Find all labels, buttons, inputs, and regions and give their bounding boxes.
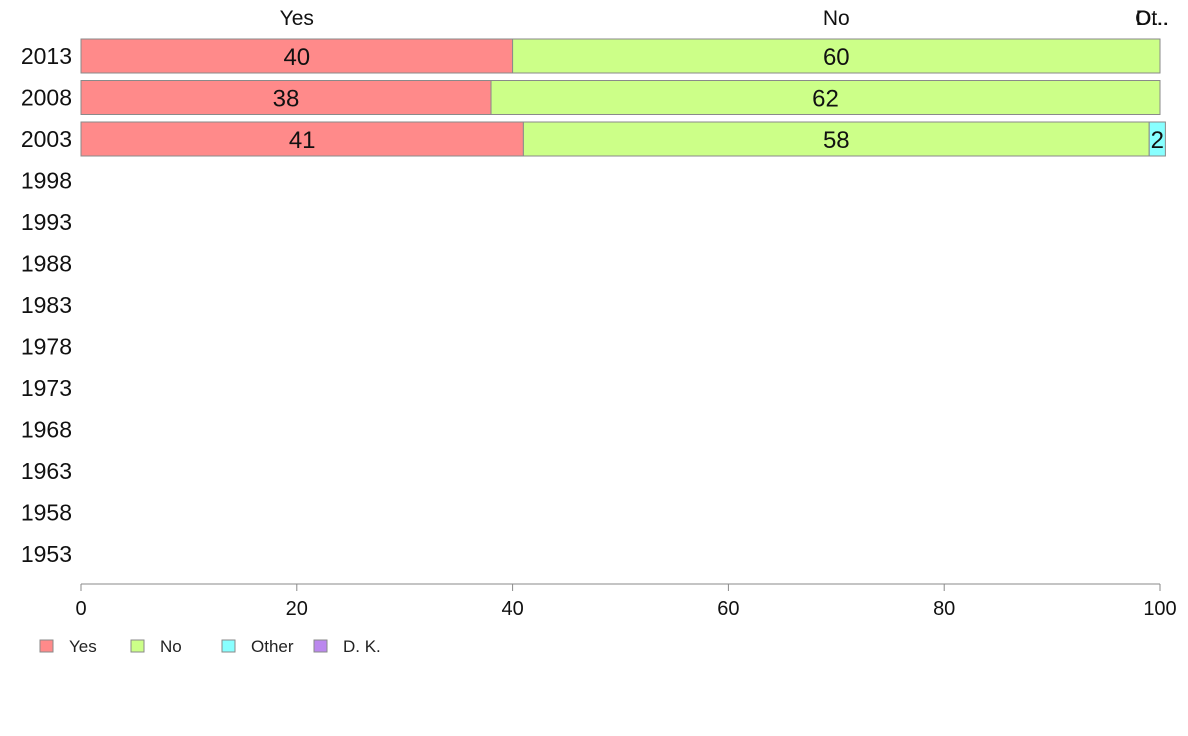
bar-value-label: 41 bbox=[289, 127, 316, 154]
legend-swatch-yes bbox=[39, 639, 54, 653]
category-label-1963: 1963 bbox=[21, 458, 72, 484]
x-tick-label: 60 bbox=[717, 598, 739, 620]
category-label-1973: 1973 bbox=[21, 375, 72, 401]
bar-2003-no bbox=[522, 121, 1150, 157]
category-label-1978: 1978 bbox=[21, 334, 72, 360]
x-tick-label: 100 bbox=[1143, 598, 1176, 620]
category-label-1983: 1983 bbox=[21, 292, 72, 318]
legend-label-yes: Yes bbox=[69, 637, 97, 656]
category-label-1993: 1993 bbox=[21, 209, 72, 235]
bar-2013-yes bbox=[80, 38, 514, 74]
legend-swatch-other bbox=[221, 639, 236, 653]
segment-header-label: Ot.. bbox=[1135, 7, 1169, 30]
bar-value-label: 58 bbox=[823, 127, 850, 154]
bar-value-label: 38 bbox=[273, 86, 300, 113]
bar-value-label: 40 bbox=[283, 44, 310, 71]
segment-header-label: D... bbox=[1136, 7, 1169, 30]
x-tick-label: 40 bbox=[501, 598, 523, 620]
legend-swatch-no bbox=[130, 639, 145, 653]
bar-value-label: 62 bbox=[812, 86, 839, 113]
bar-2013-no bbox=[512, 38, 1161, 74]
category-label-2003: 2003 bbox=[21, 126, 72, 152]
category-label-2013: 2013 bbox=[21, 43, 72, 69]
bar-value-label: 60 bbox=[823, 44, 850, 71]
legend-label-no: No bbox=[160, 637, 182, 656]
category-label-2008: 2008 bbox=[21, 85, 72, 111]
segment-header-label: No bbox=[823, 7, 850, 30]
legend-label-dk: D. K. bbox=[343, 637, 381, 656]
bar-2008-yes bbox=[80, 80, 492, 115]
category-label-1988: 1988 bbox=[21, 251, 72, 277]
bar-value-label: 2 bbox=[1151, 127, 1164, 154]
bar-2003-yes bbox=[80, 121, 524, 157]
category-label-1998: 1998 bbox=[21, 168, 72, 194]
category-label-1958: 1958 bbox=[21, 500, 72, 526]
x-tick-label: 80 bbox=[933, 598, 955, 620]
bar-2008-no bbox=[490, 80, 1161, 115]
segment-header-label: Yes bbox=[280, 7, 314, 30]
category-label-1968: 1968 bbox=[21, 417, 72, 443]
legend-swatch-dk bbox=[313, 639, 328, 653]
bar-2003-other bbox=[1148, 121, 1166, 157]
category-label-1953: 1953 bbox=[21, 541, 72, 567]
x-tick-label: 20 bbox=[286, 598, 308, 620]
legend-label-other: Other bbox=[251, 637, 294, 656]
x-tick-label: 0 bbox=[75, 598, 86, 620]
